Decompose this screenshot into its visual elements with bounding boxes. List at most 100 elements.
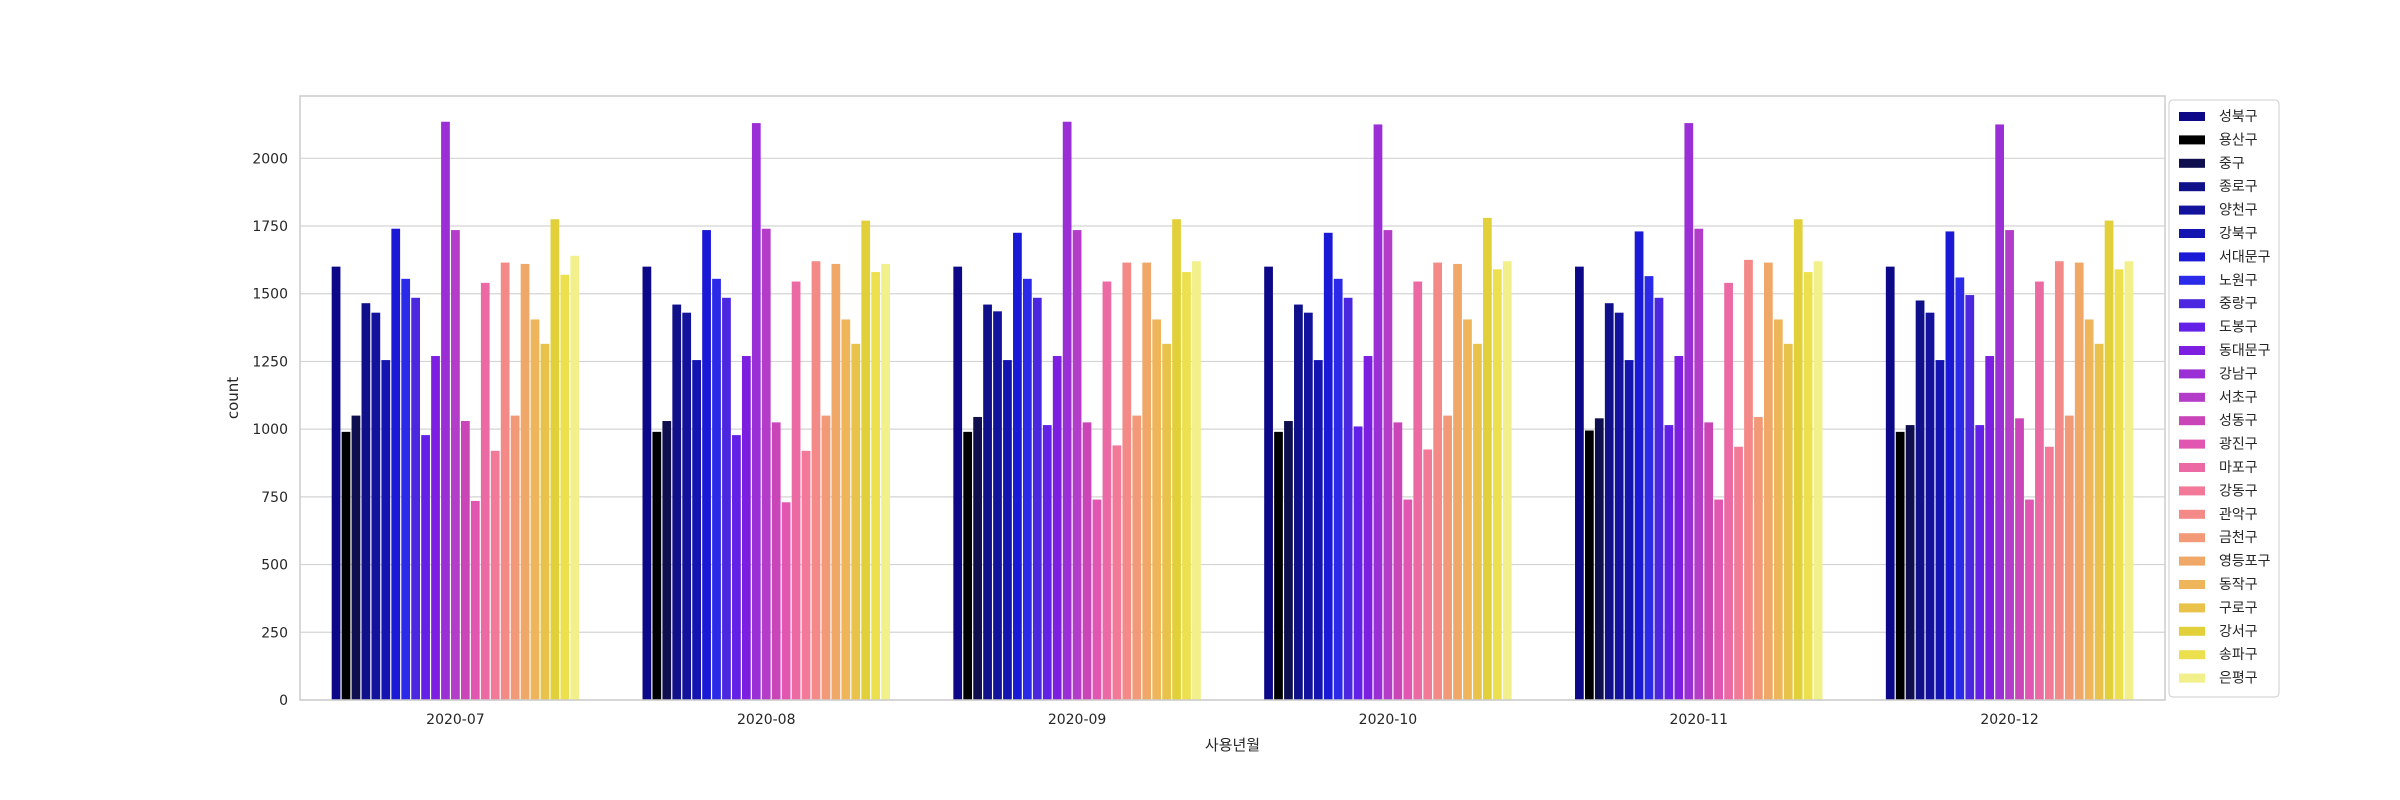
legend-swatch: [2179, 346, 2205, 355]
bar: [1072, 230, 1082, 700]
bar: [1995, 124, 2005, 701]
bar: [480, 282, 490, 700]
bar: [781, 502, 791, 700]
legend-swatch: [2179, 416, 2205, 426]
legend-swatch: [2179, 322, 2205, 332]
bar: [1704, 422, 1714, 700]
bar: [2044, 446, 2054, 700]
bar: [361, 303, 371, 700]
x-tick-label: 2020-09: [1048, 712, 1107, 728]
bar: [1584, 430, 1594, 700]
legend-label: 성북구: [2219, 109, 2258, 125]
bar: [1803, 272, 1813, 700]
legend-swatch: [2179, 182, 2205, 192]
bar: [2054, 261, 2064, 700]
bar: [411, 297, 421, 700]
legend-swatch: [2179, 392, 2205, 402]
bar: [1764, 262, 1773, 700]
legend-swatch: [2179, 580, 2205, 589]
y-ticks: 0 250 500 750 1000 1250 1500 1750 2000: [252, 151, 288, 709]
legend-label: 송파구: [2219, 647, 2258, 663]
legend-swatch: [2179, 509, 2205, 519]
legend-swatch: [2179, 673, 2205, 683]
legend-label: 관악구: [2219, 507, 2258, 523]
legend-swatch: [2179, 486, 2205, 496]
legend-label: 용산구: [2219, 132, 2258, 148]
bar: [682, 312, 692, 700]
bar: [1473, 343, 1482, 700]
bar: [1905, 425, 1915, 700]
legend-label: 중구: [2219, 156, 2245, 172]
bar: [1152, 319, 1162, 700]
legend-box: [2168, 99, 2280, 698]
bar: [1915, 300, 1925, 700]
legend-label: 서대문구: [2219, 249, 2271, 265]
bar: [1644, 276, 1654, 700]
bar: [1022, 278, 1032, 700]
x-tick-label: 2020-07: [426, 712, 485, 728]
bar: [1052, 356, 1062, 700]
y-axis-label: count: [224, 377, 242, 419]
bar: [550, 219, 560, 700]
bar: [1142, 262, 1152, 700]
bars: [331, 121, 2134, 701]
bar: [1062, 121, 1072, 700]
bar: [801, 450, 811, 700]
bar: [2035, 281, 2044, 700]
legend-label: 양천구: [2219, 203, 2258, 219]
bar: [2124, 261, 2134, 700]
bar: [1433, 262, 1443, 700]
legend-label: 노원구: [2219, 273, 2258, 289]
legend-label: 구로구: [2219, 600, 2258, 616]
legend-swatch: [2179, 650, 2205, 660]
legend-label: 중랑구: [2219, 296, 2258, 312]
legend-swatch: [2179, 603, 2205, 613]
bar: [1343, 297, 1353, 700]
y-tick-label: 1500: [252, 287, 288, 303]
legend-swatch: [2179, 299, 2205, 309]
bar: [1614, 312, 1624, 700]
bar: [1274, 431, 1283, 700]
bar: [1042, 425, 1052, 700]
legend-label: 도봉구: [2219, 320, 2258, 336]
bar: [861, 220, 871, 701]
y-tick-label: 2000: [252, 151, 288, 167]
bar: [1502, 261, 1512, 700]
bar: [381, 360, 391, 700]
bar: [791, 281, 801, 700]
bar: [441, 121, 450, 700]
bar: [1423, 449, 1433, 700]
bar: [1714, 499, 1724, 700]
bar: [2064, 415, 2074, 700]
bar: [811, 261, 821, 700]
bar: [642, 266, 652, 700]
legend-swatch: [2179, 463, 2205, 472]
bar: [1684, 123, 1694, 700]
legend-swatch: [2179, 112, 2205, 121]
bar: [371, 312, 381, 700]
bar: [1945, 231, 1955, 700]
bar: [391, 228, 401, 701]
bar: [821, 415, 831, 700]
legend-swatch: [2179, 626, 2205, 636]
gridlines: [300, 157, 2165, 701]
bar: [963, 431, 973, 700]
bar: [1734, 446, 1743, 700]
bar: [1783, 343, 1793, 700]
bar: [662, 421, 672, 700]
legend-label: 동대문구: [2219, 343, 2271, 359]
legend-swatch: [2179, 369, 2205, 379]
bar: [1413, 281, 1423, 700]
x-tick-label: 2020-11: [1670, 712, 1729, 728]
bar: [1453, 263, 1462, 700]
bar: [1925, 312, 1935, 700]
bar: [1112, 445, 1122, 700]
bar: [431, 356, 440, 700]
bar: [2025, 499, 2034, 700]
bar: [2094, 343, 2104, 700]
bar: [741, 356, 751, 700]
legend-swatch: [2179, 205, 2205, 215]
bar: [692, 360, 701, 700]
legend-swatch: [2179, 556, 2205, 566]
